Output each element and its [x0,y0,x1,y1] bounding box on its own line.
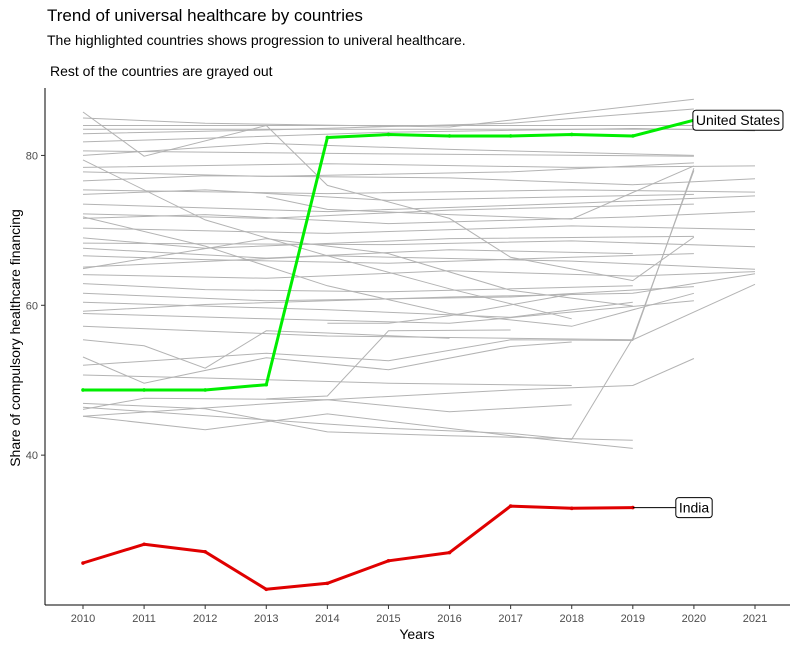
background-series-line-14 [82,203,694,219]
background-series-line-35 [82,358,695,417]
india-point [325,581,330,586]
background-series-line-20 [82,255,756,270]
y-tick-label: 80 [26,150,38,162]
united-states-series-line [83,118,695,392]
x-tick-label: 2010 [71,613,95,625]
background-series-line-5 [82,127,756,143]
background-series-line-24 [82,301,633,318]
united-states-point [508,134,513,138]
x-tick-label: 2020 [682,613,706,625]
background-series-line-28 [82,159,572,320]
x-tick-label: 2015 [376,613,400,625]
india-point [203,550,207,554]
background-series-line-37 [82,413,633,449]
chart-subtitle: The highlighted countries shows progress… [47,32,466,48]
background-series-line-6 [82,150,694,157]
background-series-line-25 [82,273,756,312]
background-series-line-16 [82,225,756,234]
background-series-line-43 [82,240,756,248]
background-series-line-33 [82,374,572,386]
background-series-line-12 [82,189,694,201]
x-tick-label: 2016 [437,613,461,625]
background-series-line-7 [82,142,694,156]
background-series-line-13 [82,195,756,213]
background-series-line-22 [82,283,633,293]
india-point [569,506,574,511]
background-series-line-11 [82,189,756,195]
background-series-line-19 [82,253,694,264]
background-series-line-41 [327,293,572,324]
india-label: India [675,497,713,519]
india-point [447,550,452,555]
x-tick-label: 2021 [743,613,767,625]
x-tick-label: 2017 [498,613,522,625]
background-series-line-21 [82,270,756,279]
united-states-label-text: United States [696,112,780,128]
background-series-line-32 [82,168,695,366]
background-series-line-30 [82,238,633,307]
x-tick-label: 2013 [254,613,278,625]
background-series-line-29 [82,216,695,327]
background-series-line-40 [266,329,511,400]
united-states-point [264,382,269,387]
background-series-line-26 [82,300,694,324]
x-axis-ticks: 2010 2011 2012 2013 2014 2015 2016 2017 2018 2019… [71,605,767,625]
united-states-point [631,134,635,138]
background-series-line-15 [82,211,756,225]
united-states-point [386,132,391,137]
background-series-line-44 [82,283,756,341]
india-point [142,542,146,547]
chart-title: Trend of universal healthcare by countri… [47,6,363,25]
background-series-line-39 [82,402,633,441]
india-point [508,504,513,508]
x-tick-label: 2011 [132,613,156,625]
united-states-label-box [692,109,784,131]
india-label-text: India [679,500,710,516]
y-axis-title: Share of compulsory healthcare financing [7,209,23,467]
x-tick-label: 2012 [193,613,217,625]
background-series-line-27 [82,111,695,282]
united-states-point [81,388,85,392]
background-series-line-4 [82,108,694,135]
y-tick-label: 40 [26,450,38,462]
background-series-line-34 [82,341,572,384]
highlighted-series-group [81,118,696,592]
background-series-line-9 [82,162,694,177]
y-axis-ticks: 40 60 80 [26,150,45,462]
background-series-line-3 [82,98,694,128]
united-states-point [447,134,452,138]
x-tick-label: 2014 [315,613,339,625]
united-states-point [569,132,574,137]
series-labels: United States India [632,109,784,519]
united-states-point [325,135,330,140]
background-series-line-42 [266,165,695,220]
india-series-line [82,504,633,591]
background-series-line-8 [82,163,756,168]
background-series-line-10 [82,175,756,186]
united-states-point [142,388,146,392]
india-label-box [675,497,713,519]
india-point [264,587,269,592]
india-point [81,561,85,565]
background-series-line-31 [82,330,450,369]
x-axis-title: Years [399,626,434,642]
chart-subtitle-2: Rest of the countries are grayed out [50,63,273,79]
united-states-label: United States [692,109,784,131]
background-series-group [82,98,756,449]
x-tick-label: 2018 [559,613,583,625]
background-series-line-36 [82,397,572,413]
united-states-point [203,388,207,392]
y-tick-label: 60 [26,300,38,312]
india-point [386,558,391,563]
x-tick-label: 2019 [621,613,645,625]
